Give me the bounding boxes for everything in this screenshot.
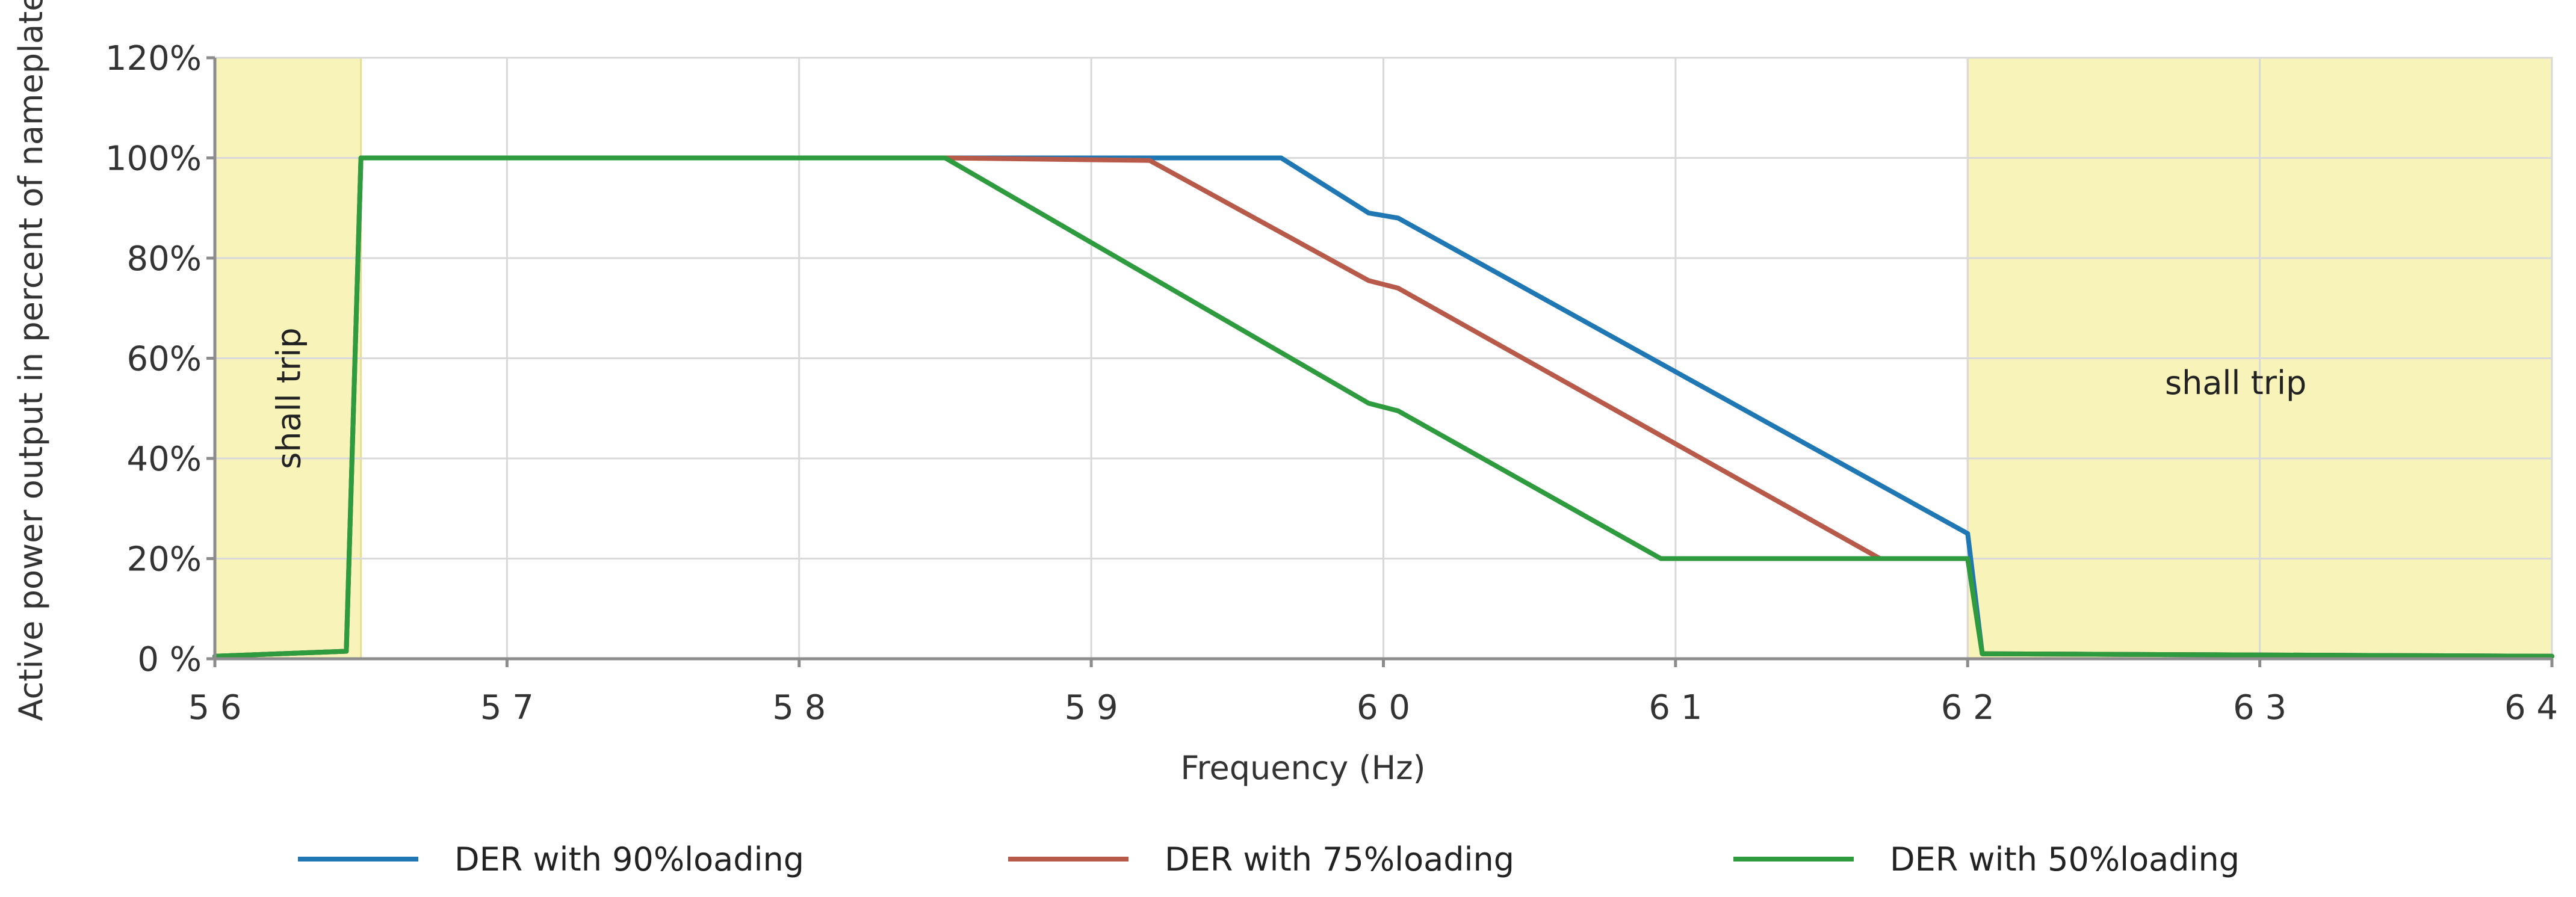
legend-label-3: DER with 50%loading xyxy=(1890,840,2240,878)
legend-label-2: DER with 75%loading xyxy=(1165,840,1514,878)
y-axis-title: Active power output in percent of namepl… xyxy=(12,0,50,721)
x-tick-label: 5 8 xyxy=(772,688,826,727)
legend: DER with 90%loading DER with 75%loading DE… xyxy=(298,840,2240,878)
axes xyxy=(206,56,2554,667)
x-axis-title: Frequency (Hz) xyxy=(1180,749,1425,787)
tick-labels: 5 6 5 7 5 8 5 9 6 0 6 1 6 2 6 3 6 4 0 % 20% 40% 60% 8… xyxy=(105,39,2558,727)
shall-trip-label-2: shall trip xyxy=(2165,364,2306,402)
y-tick-label: 120% xyxy=(105,39,202,78)
x-tick-label: 6 4 xyxy=(2504,688,2558,727)
y-tick-label: 20% xyxy=(127,540,202,579)
x-tick-label: 6 1 xyxy=(1649,688,1702,727)
y-tick-label: 40% xyxy=(127,440,202,479)
y-tick-label: 60% xyxy=(127,340,202,379)
x-tick-label: 5 6 xyxy=(188,688,241,727)
x-tick-label: 5 7 xyxy=(480,688,534,727)
legend-label-1: DER with 90%loading xyxy=(454,840,804,878)
x-tick-label: 6 2 xyxy=(1941,688,1995,727)
y-tick-label: 0 % xyxy=(137,640,202,679)
series-lines xyxy=(212,155,2554,659)
y-tick-label: 80% xyxy=(127,239,202,279)
series-line-3 xyxy=(212,155,2554,659)
y-tick-label: 100% xyxy=(105,140,202,179)
x-tick-label: 6 0 xyxy=(1357,688,1410,727)
zone-labels: shall trip shall trip xyxy=(270,327,2306,469)
x-tick-label: 5 9 xyxy=(1065,688,1118,727)
x-tick-label: 6 3 xyxy=(2233,688,2287,727)
shall-trip-label-1: shall trip xyxy=(270,327,308,469)
